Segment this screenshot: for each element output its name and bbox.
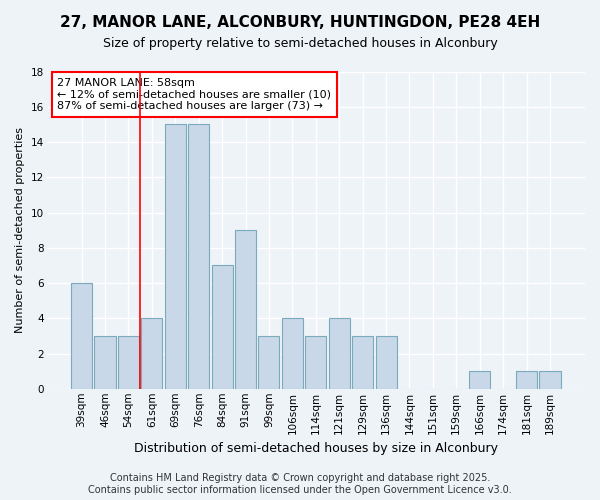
- Bar: [165, 124, 186, 389]
- Bar: [469, 371, 490, 389]
- Bar: [188, 124, 209, 389]
- Y-axis label: Number of semi-detached properties: Number of semi-detached properties: [15, 127, 25, 333]
- Bar: [118, 336, 139, 389]
- Bar: [282, 318, 303, 389]
- Bar: [329, 318, 350, 389]
- Text: Contains HM Land Registry data © Crown copyright and database right 2025.
Contai: Contains HM Land Registry data © Crown c…: [88, 474, 512, 495]
- Bar: [539, 371, 560, 389]
- Text: 27, MANOR LANE, ALCONBURY, HUNTINGDON, PE28 4EH: 27, MANOR LANE, ALCONBURY, HUNTINGDON, P…: [60, 15, 540, 30]
- Bar: [235, 230, 256, 389]
- Bar: [352, 336, 373, 389]
- Text: Size of property relative to semi-detached houses in Alconbury: Size of property relative to semi-detach…: [103, 38, 497, 51]
- Bar: [71, 283, 92, 389]
- Bar: [259, 336, 280, 389]
- Bar: [305, 336, 326, 389]
- Bar: [376, 336, 397, 389]
- Text: 27 MANOR LANE: 58sqm
← 12% of semi-detached houses are smaller (10)
87% of semi-: 27 MANOR LANE: 58sqm ← 12% of semi-detac…: [58, 78, 331, 111]
- Bar: [94, 336, 116, 389]
- Bar: [516, 371, 537, 389]
- Bar: [212, 266, 233, 389]
- X-axis label: Distribution of semi-detached houses by size in Alconbury: Distribution of semi-detached houses by …: [134, 442, 498, 455]
- Bar: [142, 318, 163, 389]
